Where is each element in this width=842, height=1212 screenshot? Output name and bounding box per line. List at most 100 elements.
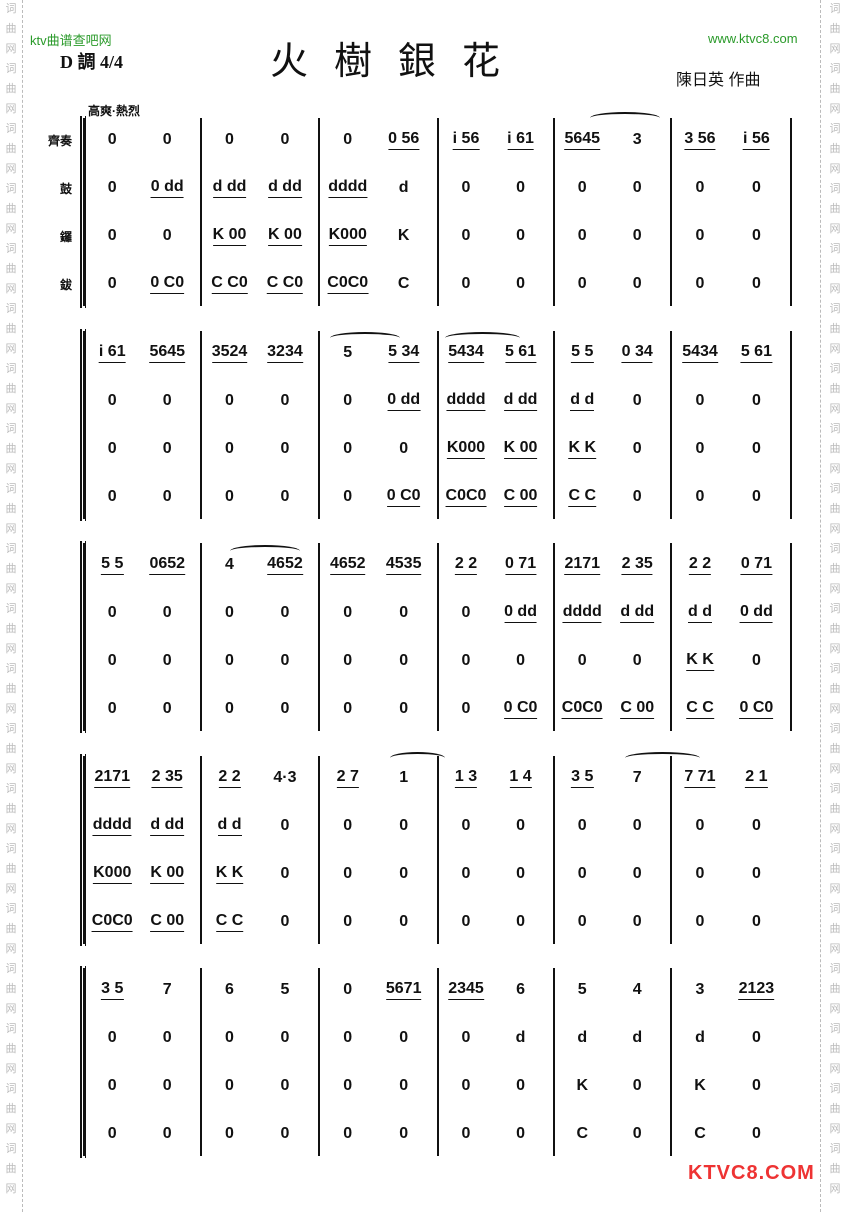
watermark-char: 词 bbox=[829, 1082, 841, 1095]
barline bbox=[553, 331, 555, 519]
watermark-char: 曲 bbox=[829, 142, 841, 155]
drum-beat: d dd bbox=[268, 178, 302, 198]
drum-beat: 0 bbox=[107, 604, 117, 621]
barline bbox=[670, 968, 672, 1156]
gong-beat: 0 bbox=[461, 865, 471, 882]
watermark-char: 词 bbox=[829, 1022, 841, 1035]
watermark-char: 词 bbox=[829, 302, 841, 315]
watermark-char: 网 bbox=[829, 702, 841, 715]
instrument-label: 鈸 bbox=[59, 278, 72, 292]
cymbal-beat: 0 bbox=[162, 700, 172, 717]
watermark-char: 词 bbox=[5, 122, 17, 135]
gong-beat: 0 bbox=[107, 227, 117, 244]
watermark-char: 网 bbox=[5, 1182, 17, 1195]
watermark-char: 网 bbox=[5, 102, 17, 115]
melody-beat: 3 bbox=[632, 131, 642, 148]
system-brace bbox=[80, 754, 86, 946]
cymbal-beat: 0 bbox=[225, 700, 234, 717]
gong-beat: 0 bbox=[632, 1077, 642, 1094]
melody-beat: 4535 bbox=[385, 555, 422, 575]
gong-beat: 0 bbox=[577, 652, 587, 669]
melody-beat: 0 bbox=[343, 981, 353, 998]
watermark-char: 网 bbox=[829, 222, 841, 235]
melody-beat: 3 56 bbox=[684, 130, 716, 150]
cymbal-beat: C0C0 bbox=[327, 274, 369, 294]
watermark-char: 词 bbox=[5, 482, 17, 495]
barline bbox=[553, 118, 555, 306]
watermark-char: 词 bbox=[5, 842, 17, 855]
melody-beat: 5645 bbox=[149, 343, 186, 363]
gong-beat: K K bbox=[686, 651, 714, 671]
watermark-char: 曲 bbox=[829, 862, 841, 875]
drum-beat: 0 bbox=[225, 392, 234, 409]
melody-beat: 6 bbox=[516, 981, 525, 998]
watermark-char: 网 bbox=[5, 462, 17, 475]
watermark-char: 曲 bbox=[5, 862, 17, 875]
cymbal-beat: 0 bbox=[516, 913, 525, 930]
melody-beat: 0 bbox=[343, 131, 353, 148]
gong-beat: 0 bbox=[399, 865, 409, 882]
barline bbox=[200, 331, 202, 519]
barline bbox=[318, 118, 320, 306]
drum-beat: 0 bbox=[399, 1029, 409, 1046]
drum-beat: d bbox=[515, 1029, 526, 1046]
watermark-char: 曲 bbox=[829, 802, 841, 815]
cymbal-beat: C C0 bbox=[266, 274, 304, 294]
watermark-char: 曲 bbox=[829, 502, 841, 515]
cymbal-beat: 0 bbox=[632, 275, 642, 292]
cymbal-beat: 0 bbox=[280, 488, 290, 505]
cymbal-beat: 0 bbox=[280, 1125, 290, 1142]
gong-beat: 0 bbox=[343, 440, 353, 457]
drum-beat: 0 bbox=[461, 817, 471, 834]
watermark-char: 网 bbox=[829, 342, 841, 355]
melody-beat: i 56 bbox=[743, 130, 770, 150]
melody-beat: 2 1 bbox=[745, 768, 768, 788]
watermark-char: 网 bbox=[829, 462, 841, 475]
cymbal-beat: 0 bbox=[343, 913, 353, 930]
barline bbox=[318, 968, 320, 1156]
instrument-label: 鼓 bbox=[59, 182, 72, 196]
melody-beat: 2 7 bbox=[336, 768, 359, 788]
barline bbox=[553, 968, 555, 1156]
drum-beat: d dd bbox=[503, 391, 538, 411]
cymbal-beat: 0 bbox=[461, 275, 471, 292]
gong-beat: 0 bbox=[343, 1077, 353, 1094]
cymbal-beat: 0 bbox=[107, 700, 117, 717]
site-url[interactable]: www.ktvc8.com bbox=[708, 31, 798, 46]
cymbal-beat: 0 C0 bbox=[503, 699, 538, 719]
tie-slur bbox=[625, 752, 700, 764]
melody-beat: 7 bbox=[632, 769, 642, 786]
cymbal-beat: 0 bbox=[516, 275, 525, 292]
drum-beat: 0 bbox=[107, 392, 117, 409]
barline bbox=[670, 543, 672, 731]
instrument-label: 鑼 bbox=[59, 230, 72, 244]
cymbal-beat: 0 bbox=[695, 913, 705, 930]
melody-beat: 4 bbox=[225, 556, 234, 573]
cymbal-beat: 0 bbox=[577, 275, 587, 292]
cymbal-beat: C C bbox=[568, 487, 597, 507]
drum-beat: d bbox=[577, 1029, 588, 1046]
watermark-char: 词 bbox=[5, 2, 17, 15]
watermark-char: 词 bbox=[5, 542, 17, 555]
melody-beat: 5 bbox=[577, 981, 587, 998]
drum-beat: 0 bbox=[516, 817, 525, 834]
watermark-char: 词 bbox=[5, 242, 17, 255]
drum-beat: 0 bbox=[577, 817, 587, 834]
drum-beat: d bbox=[632, 1029, 643, 1046]
gong-beat: 0 bbox=[632, 227, 642, 244]
watermark-char: 网 bbox=[829, 102, 841, 115]
gong-beat: 0 bbox=[461, 1077, 471, 1094]
melody-beat: 2123 bbox=[738, 980, 775, 1000]
melody-beat: 3 5 bbox=[571, 768, 594, 788]
tempo-marking: 高爽·熱烈 bbox=[88, 104, 140, 118]
barline bbox=[200, 968, 202, 1156]
site-name[interactable]: ktv曲谱查吧网 bbox=[30, 33, 112, 48]
watermark-char: 曲 bbox=[829, 262, 841, 275]
watermark-column-right bbox=[820, 0, 842, 1212]
watermark-char: 曲 bbox=[829, 82, 841, 95]
cymbal-beat: C C bbox=[215, 912, 244, 932]
cymbal-beat: C bbox=[397, 275, 410, 292]
cymbal-beat: 0 bbox=[695, 275, 705, 292]
gong-beat: K 00 bbox=[150, 864, 185, 884]
drum-beat: 0 bbox=[280, 604, 290, 621]
